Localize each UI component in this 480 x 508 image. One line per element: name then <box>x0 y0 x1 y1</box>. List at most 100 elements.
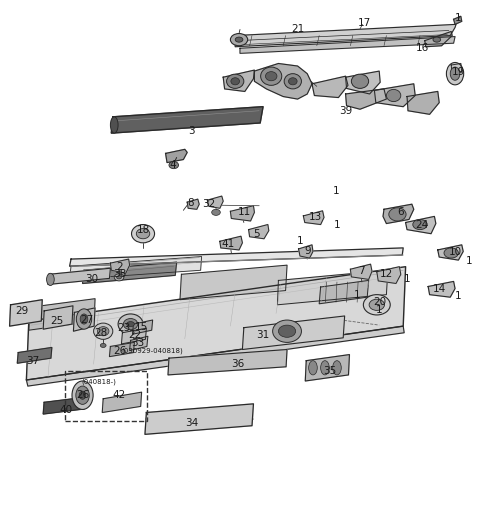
Ellipse shape <box>450 67 460 80</box>
Text: 1: 1 <box>354 290 360 300</box>
Bar <box>65 371 147 421</box>
Text: 1: 1 <box>376 305 383 315</box>
Polygon shape <box>305 355 349 381</box>
Polygon shape <box>377 267 401 283</box>
Polygon shape <box>277 270 388 305</box>
Ellipse shape <box>235 37 243 42</box>
Ellipse shape <box>309 361 317 375</box>
Text: 29: 29 <box>15 306 29 316</box>
Ellipse shape <box>230 34 248 46</box>
Ellipse shape <box>110 117 118 133</box>
Text: 32: 32 <box>202 199 216 209</box>
Text: 1: 1 <box>455 13 462 23</box>
Text: 15: 15 <box>134 322 148 332</box>
Text: (030929-040818): (030929-040818) <box>122 347 183 354</box>
Polygon shape <box>121 328 146 344</box>
Ellipse shape <box>100 343 106 347</box>
Ellipse shape <box>47 273 54 285</box>
Polygon shape <box>168 350 287 375</box>
Polygon shape <box>254 64 312 99</box>
Text: 24: 24 <box>415 219 428 230</box>
Polygon shape <box>43 397 85 414</box>
Text: 30: 30 <box>85 274 99 284</box>
Text: 19: 19 <box>452 67 465 77</box>
Polygon shape <box>48 268 110 284</box>
Text: 2: 2 <box>117 262 123 272</box>
Polygon shape <box>109 342 134 357</box>
Text: 23: 23 <box>117 323 131 333</box>
Polygon shape <box>43 306 73 329</box>
Polygon shape <box>438 245 463 260</box>
Text: 35: 35 <box>324 366 337 376</box>
Polygon shape <box>10 300 42 326</box>
Polygon shape <box>249 225 269 239</box>
Text: (040818-): (040818-) <box>81 379 116 385</box>
Ellipse shape <box>136 229 150 239</box>
Polygon shape <box>220 236 242 250</box>
Polygon shape <box>346 89 386 109</box>
Ellipse shape <box>321 361 329 375</box>
Text: 27: 27 <box>81 315 94 325</box>
Polygon shape <box>130 336 148 351</box>
Text: 7: 7 <box>358 266 364 276</box>
Text: 1: 1 <box>455 291 462 301</box>
Text: 8: 8 <box>188 198 194 208</box>
Ellipse shape <box>413 219 427 230</box>
Ellipse shape <box>433 37 441 42</box>
Ellipse shape <box>114 274 124 281</box>
Ellipse shape <box>333 361 341 375</box>
Ellipse shape <box>212 209 220 215</box>
Ellipse shape <box>273 320 301 342</box>
Polygon shape <box>454 16 462 24</box>
Polygon shape <box>83 262 177 283</box>
Polygon shape <box>312 76 348 98</box>
Text: 4: 4 <box>169 160 176 170</box>
Polygon shape <box>425 31 452 47</box>
Polygon shape <box>110 259 130 273</box>
Ellipse shape <box>80 314 88 324</box>
Polygon shape <box>26 267 406 380</box>
Ellipse shape <box>117 276 121 279</box>
Text: 18: 18 <box>136 225 150 235</box>
Ellipse shape <box>227 74 244 88</box>
Ellipse shape <box>446 62 464 85</box>
Polygon shape <box>407 91 439 114</box>
Ellipse shape <box>231 78 240 85</box>
Polygon shape <box>428 281 455 297</box>
Text: 38: 38 <box>113 269 127 279</box>
Text: 28: 28 <box>94 328 108 338</box>
Text: 26: 26 <box>113 345 127 356</box>
Text: 9: 9 <box>304 246 311 256</box>
Text: 12: 12 <box>380 269 394 279</box>
Ellipse shape <box>389 208 406 221</box>
Ellipse shape <box>127 322 134 327</box>
Polygon shape <box>17 347 52 363</box>
Polygon shape <box>145 404 253 434</box>
Text: 3: 3 <box>188 126 194 136</box>
Polygon shape <box>223 70 254 91</box>
Ellipse shape <box>169 162 179 169</box>
Polygon shape <box>166 149 187 163</box>
Ellipse shape <box>444 248 458 258</box>
Text: 41: 41 <box>221 239 235 249</box>
Text: 13: 13 <box>309 212 323 222</box>
Ellipse shape <box>278 325 296 337</box>
Text: 14: 14 <box>432 283 446 294</box>
Ellipse shape <box>363 295 390 315</box>
Polygon shape <box>180 265 287 300</box>
Polygon shape <box>303 211 324 225</box>
Ellipse shape <box>97 327 109 336</box>
Text: 42: 42 <box>112 390 126 400</box>
Ellipse shape <box>288 78 297 85</box>
Polygon shape <box>235 24 456 47</box>
Ellipse shape <box>261 67 282 85</box>
Polygon shape <box>319 280 369 304</box>
Ellipse shape <box>386 89 401 102</box>
Polygon shape <box>111 107 263 133</box>
Text: 25: 25 <box>50 315 63 326</box>
Polygon shape <box>187 199 199 209</box>
Ellipse shape <box>72 381 93 409</box>
Polygon shape <box>207 196 223 208</box>
Text: 36: 36 <box>231 359 244 369</box>
Text: 37: 37 <box>26 356 39 366</box>
